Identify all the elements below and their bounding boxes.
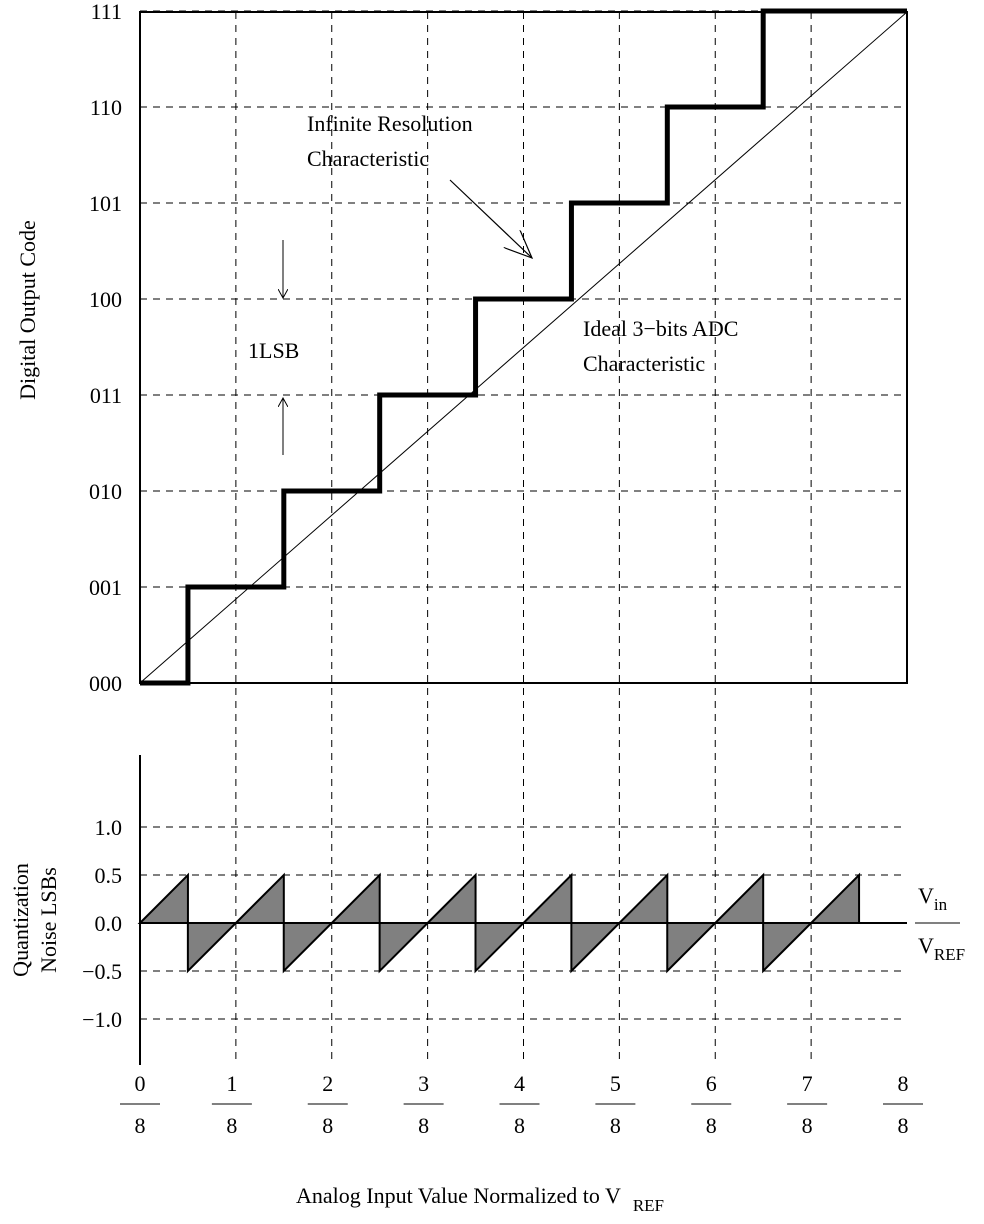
y-tick-label: 011 (90, 383, 122, 408)
noise-tooth (811, 875, 859, 923)
noise-tick-label: −0.5 (82, 959, 122, 984)
noise-tooth (763, 923, 811, 971)
annotation: Characteristic (583, 351, 705, 376)
x-numerator: 8 (898, 1071, 909, 1096)
noise-axis-title: Noise LSBs (36, 867, 61, 973)
noise-tooth (380, 923, 428, 971)
x-denominator: 8 (898, 1113, 909, 1138)
noise-tooth (667, 923, 715, 971)
x-numerator: 6 (706, 1071, 717, 1096)
noise-axis-title: Quantization (8, 863, 33, 977)
x-numerator: 1 (226, 1071, 237, 1096)
annotation: Infinite Resolution (307, 111, 473, 136)
x-denominator: 8 (226, 1113, 237, 1138)
noise-tick-label: 0.0 (95, 911, 123, 936)
noise-tooth (332, 875, 380, 923)
noise-tick-label: 1.0 (95, 815, 123, 840)
x-denominator: 8 (514, 1113, 525, 1138)
title: Analog Input Value Normalized to V (296, 1183, 621, 1208)
noise-tooth (715, 875, 763, 923)
x-numerator: 4 (514, 1071, 525, 1096)
x-numerator: 0 (135, 1071, 146, 1096)
drawing: 000 001 010 011 100 101 110 111 1.0 0.5 0.0 −0.5 −1.… (82, 0, 923, 1138)
y-tick-label: 101 (89, 191, 122, 216)
v: V (918, 933, 934, 958)
noise-tooth (524, 875, 572, 923)
y-tick-label: 000 (89, 671, 122, 696)
y-tick-label: 010 (89, 479, 122, 504)
y-tick-label: 110 (90, 95, 122, 120)
noise-tooth (476, 923, 524, 971)
x-axis-title: Analog Input Value Normalized to V REF (296, 1183, 664, 1215)
noise-tooth (619, 875, 667, 923)
x-denominator: 8 (610, 1113, 621, 1138)
noise-tooth (428, 875, 476, 923)
noise-tooth (236, 875, 284, 923)
x-denominator: 8 (418, 1113, 429, 1138)
x-numerator: 2 (322, 1071, 333, 1096)
lsb-label: 1LSB (248, 338, 299, 363)
noise-tooth (571, 923, 619, 971)
ratio-denominator: VREF (918, 933, 965, 964)
sub: REF (633, 1196, 664, 1215)
arrow (450, 180, 532, 258)
sub: in (934, 895, 948, 914)
ratio-numerator: Vin (918, 883, 948, 914)
adc-diagram: 000 001 010 011 100 101 110 111 1.0 0.5 0.0 −0.5 −1.… (0, 0, 984, 1224)
x-denominator: 8 (135, 1113, 146, 1138)
x-numerator: 7 (802, 1071, 813, 1096)
y-tick-label: 111 (91, 0, 122, 24)
x-numerator: 3 (418, 1071, 429, 1096)
annotation: Characteristic (307, 146, 429, 171)
x-denominator: 8 (322, 1113, 333, 1138)
noise-tooth (140, 875, 188, 923)
noise-tooth (188, 923, 236, 971)
noise-tooth (284, 923, 332, 971)
annotation: Ideal 3−bits ADC (583, 316, 738, 341)
noise-tick-label: 0.5 (95, 863, 123, 888)
sub: REF (934, 945, 965, 964)
y-tick-label: 100 (89, 287, 122, 312)
noise-tick-label: −1.0 (82, 1007, 122, 1032)
x-numerator: 5 (610, 1071, 621, 1096)
x-denominator: 8 (802, 1113, 813, 1138)
x-denominator: 8 (706, 1113, 717, 1138)
v: V (918, 883, 934, 908)
y-tick-label: 001 (89, 575, 122, 600)
y-axis-title: Digital Output Code (15, 220, 40, 400)
